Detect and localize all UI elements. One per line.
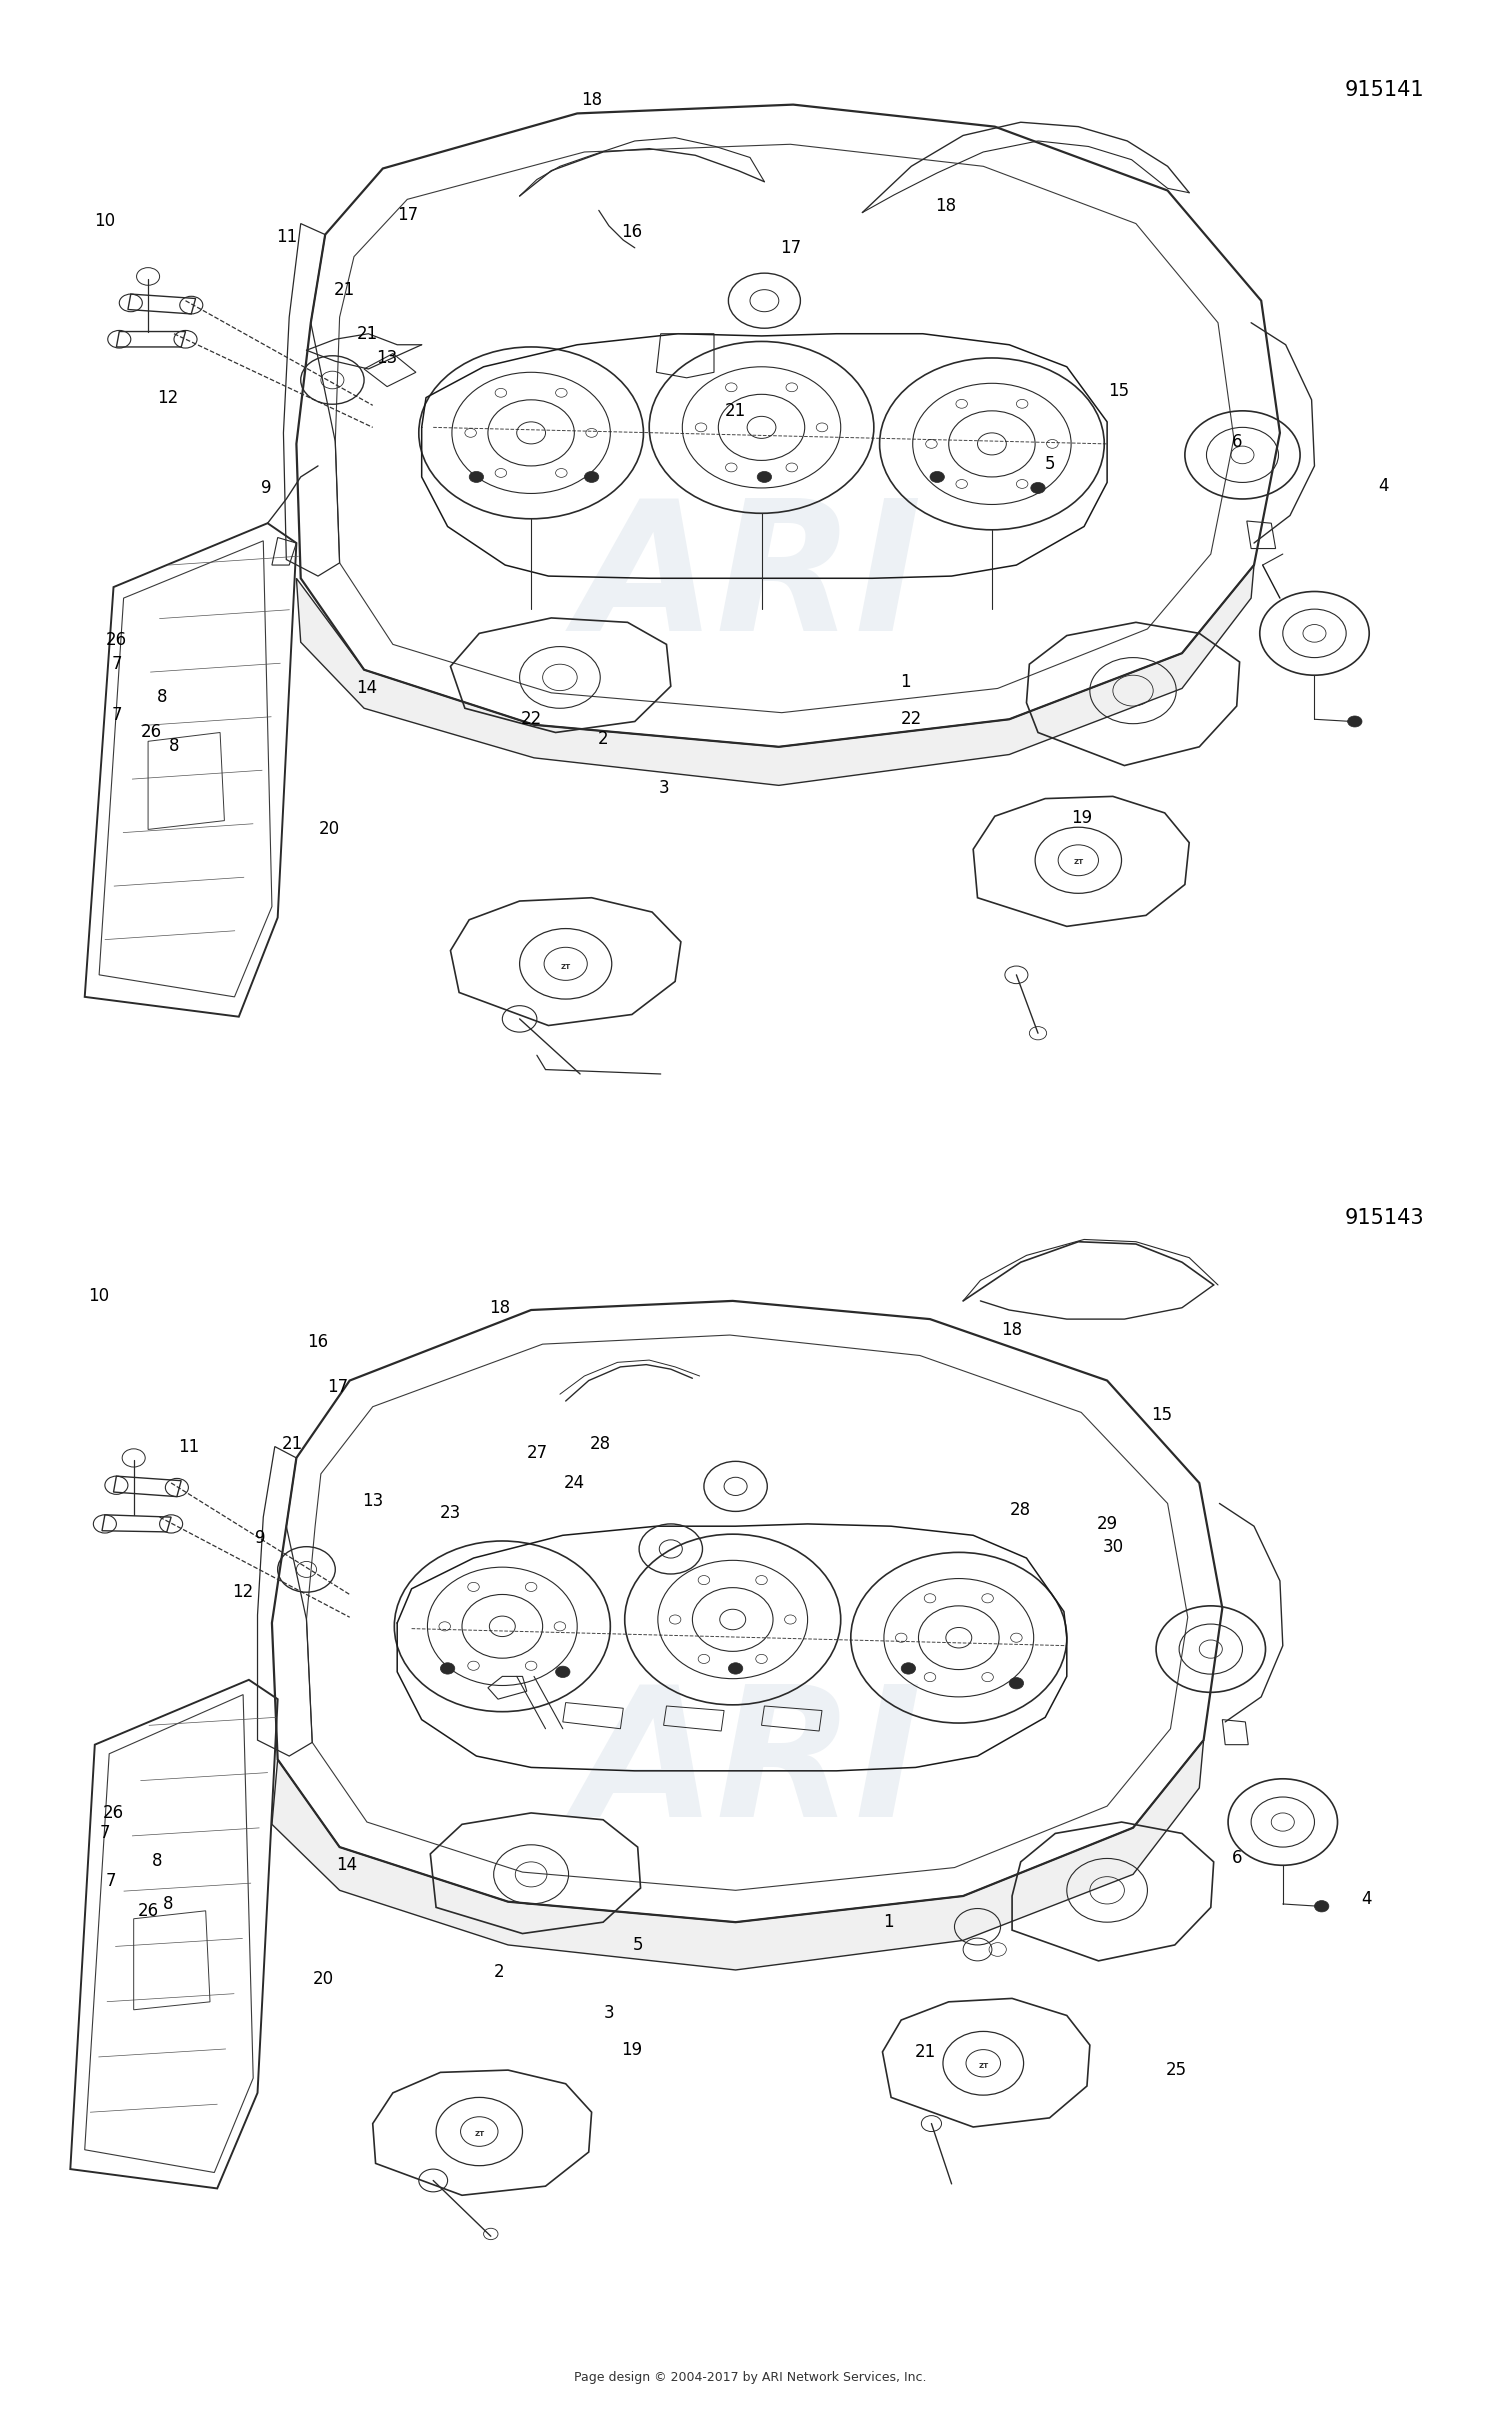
Text: 15: 15 bbox=[1152, 1407, 1173, 1424]
Text: 10: 10 bbox=[94, 213, 116, 230]
Polygon shape bbox=[272, 1741, 1203, 1971]
Text: 11: 11 bbox=[178, 1438, 200, 1455]
Text: 1: 1 bbox=[900, 673, 910, 690]
Text: 15: 15 bbox=[1108, 383, 1130, 399]
Text: 9: 9 bbox=[261, 479, 272, 496]
Circle shape bbox=[758, 472, 771, 482]
Circle shape bbox=[585, 472, 598, 482]
Text: 915141: 915141 bbox=[1344, 80, 1424, 99]
Text: 22: 22 bbox=[900, 709, 922, 729]
Text: 26: 26 bbox=[141, 724, 162, 741]
Text: 29: 29 bbox=[1096, 1516, 1118, 1532]
Text: 13: 13 bbox=[362, 1491, 384, 1511]
Text: 5: 5 bbox=[1044, 455, 1054, 472]
Text: ARI: ARI bbox=[578, 1680, 922, 1854]
Text: 16: 16 bbox=[621, 223, 642, 242]
Text: 17: 17 bbox=[396, 206, 418, 223]
Text: 18: 18 bbox=[1002, 1322, 1023, 1339]
Text: 4: 4 bbox=[1360, 1891, 1371, 1908]
Text: 10: 10 bbox=[88, 1288, 110, 1305]
Text: 8: 8 bbox=[152, 1852, 162, 1869]
Text: 7: 7 bbox=[111, 707, 122, 724]
Text: 8: 8 bbox=[168, 736, 180, 755]
Text: 7: 7 bbox=[111, 656, 122, 673]
Text: 12: 12 bbox=[158, 390, 178, 407]
Text: 21: 21 bbox=[357, 324, 378, 344]
Text: 28: 28 bbox=[1010, 1501, 1032, 1520]
Text: 20: 20 bbox=[320, 821, 340, 838]
Text: 8: 8 bbox=[158, 688, 168, 707]
Text: 17: 17 bbox=[780, 240, 801, 257]
Circle shape bbox=[555, 1666, 570, 1678]
Text: 5: 5 bbox=[633, 1937, 644, 1954]
Circle shape bbox=[1347, 717, 1362, 726]
Text: 17: 17 bbox=[327, 1378, 348, 1397]
Text: 12: 12 bbox=[232, 1583, 254, 1600]
Text: 18: 18 bbox=[489, 1298, 510, 1317]
Text: ZT: ZT bbox=[978, 2063, 988, 2068]
Circle shape bbox=[470, 472, 483, 482]
Text: 28: 28 bbox=[590, 1436, 610, 1453]
Text: 19: 19 bbox=[621, 2041, 642, 2058]
Text: 2: 2 bbox=[494, 1963, 506, 1980]
Text: 20: 20 bbox=[314, 1971, 334, 1988]
Circle shape bbox=[729, 1663, 742, 1675]
Text: ZT: ZT bbox=[1072, 859, 1083, 864]
Text: 13: 13 bbox=[376, 349, 398, 368]
Text: ZT: ZT bbox=[474, 2130, 484, 2138]
Text: 3: 3 bbox=[658, 780, 669, 797]
Text: 26: 26 bbox=[106, 632, 128, 649]
Circle shape bbox=[1030, 482, 1045, 494]
Circle shape bbox=[930, 472, 945, 482]
Text: 21: 21 bbox=[724, 402, 746, 419]
Text: 2: 2 bbox=[598, 731, 609, 748]
Text: Page design © 2004-2017 by ARI Network Services, Inc.: Page design © 2004-2017 by ARI Network S… bbox=[573, 2370, 926, 2385]
Text: 18: 18 bbox=[936, 196, 957, 215]
Text: 18: 18 bbox=[580, 92, 602, 109]
Text: 26: 26 bbox=[104, 1804, 125, 1823]
Text: 16: 16 bbox=[308, 1334, 328, 1351]
Text: 21: 21 bbox=[282, 1436, 303, 1453]
Text: 6: 6 bbox=[1232, 433, 1242, 450]
Text: 14: 14 bbox=[336, 1857, 357, 1874]
Text: 6: 6 bbox=[1232, 1850, 1242, 1867]
Circle shape bbox=[1010, 1678, 1023, 1690]
Text: 915143: 915143 bbox=[1344, 1208, 1424, 1227]
Text: 23: 23 bbox=[440, 1503, 460, 1520]
Text: 11: 11 bbox=[276, 228, 297, 247]
Text: 1: 1 bbox=[884, 1913, 894, 1932]
Text: 3: 3 bbox=[603, 2005, 613, 2022]
Circle shape bbox=[1314, 1900, 1329, 1913]
Circle shape bbox=[902, 1663, 915, 1675]
Text: 21: 21 bbox=[333, 281, 354, 298]
Text: 8: 8 bbox=[164, 1896, 174, 1913]
Text: 9: 9 bbox=[255, 1528, 266, 1547]
Text: 7: 7 bbox=[105, 1871, 116, 1891]
Text: 4: 4 bbox=[1378, 477, 1389, 494]
Text: 30: 30 bbox=[1102, 1537, 1124, 1557]
Text: 24: 24 bbox=[564, 1474, 585, 1491]
Text: 26: 26 bbox=[138, 1903, 159, 1920]
Text: 22: 22 bbox=[520, 709, 542, 729]
Text: 14: 14 bbox=[357, 680, 378, 697]
Text: ARI: ARI bbox=[578, 494, 922, 668]
Text: 21: 21 bbox=[915, 2043, 936, 2060]
Text: 19: 19 bbox=[1071, 809, 1092, 828]
Text: ZT: ZT bbox=[561, 964, 572, 971]
Text: 27: 27 bbox=[526, 1445, 548, 1462]
Text: 7: 7 bbox=[99, 1825, 109, 1842]
Circle shape bbox=[441, 1663, 454, 1675]
Text: 25: 25 bbox=[1166, 2060, 1186, 2080]
Polygon shape bbox=[297, 564, 1254, 784]
